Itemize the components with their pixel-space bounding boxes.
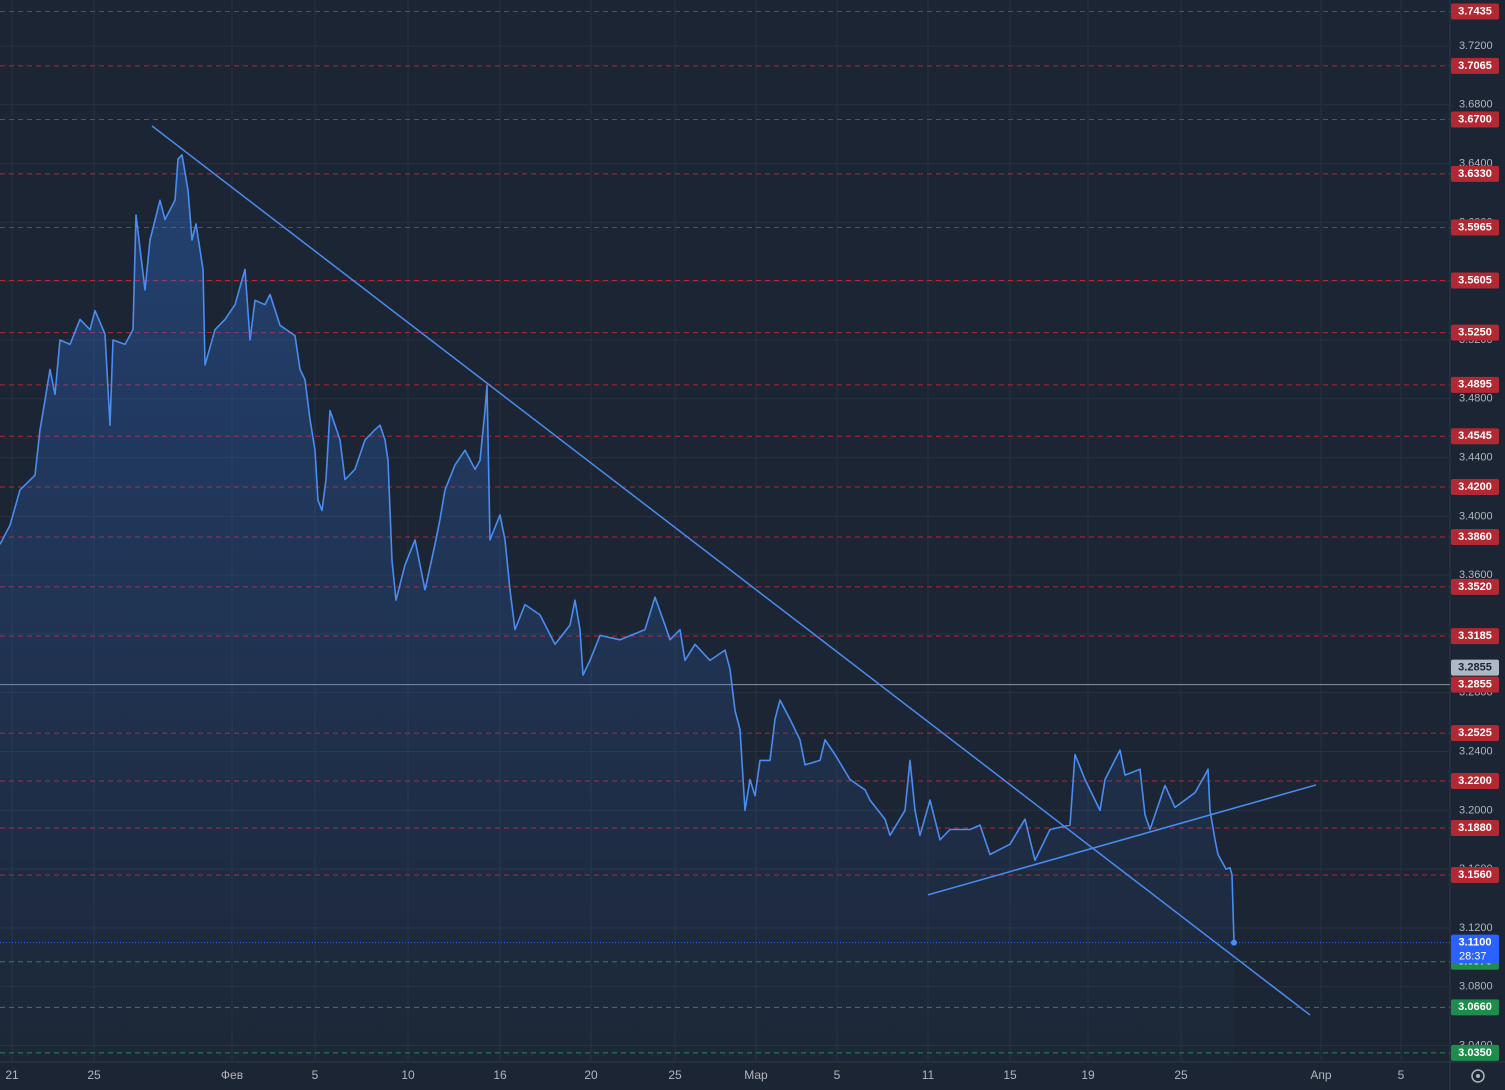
x-tick-label: 20 bbox=[584, 1068, 598, 1082]
level-label: 3.3860 bbox=[1458, 531, 1492, 543]
x-tick-label: Фев bbox=[221, 1068, 243, 1082]
x-tick-label: 25 bbox=[87, 1068, 101, 1082]
data bbox=[0, 125, 1317, 1063]
y-tick-label: 3.2400 bbox=[1459, 745, 1493, 757]
level-tag bbox=[1451, 772, 1499, 789]
x-tick-label: 25 bbox=[668, 1068, 682, 1082]
level-label: 3.5605 bbox=[1458, 274, 1492, 286]
area bbox=[0, 154, 1234, 1063]
y-tick-label: 3.4800 bbox=[1459, 393, 1493, 405]
x-tick-label: 11 bbox=[922, 1068, 935, 1082]
level-label: 3.5965 bbox=[1458, 221, 1492, 233]
level-label: 3.3520 bbox=[1458, 581, 1492, 593]
gear-inner bbox=[1476, 1074, 1480, 1078]
x-tick-label: 21 bbox=[5, 1068, 19, 1082]
x-tick-label: 10 bbox=[401, 1068, 415, 1082]
level-tag bbox=[1451, 3, 1499, 20]
current-price-tag bbox=[1451, 934, 1499, 964]
level-tag bbox=[1451, 111, 1499, 128]
countdown: 28:37 bbox=[1459, 951, 1487, 963]
marker-tag bbox=[1451, 659, 1499, 676]
y-tick-label: 3.0800 bbox=[1459, 981, 1493, 993]
current-price-label: 3.1100 bbox=[1458, 937, 1491, 949]
level-label: 3.4545 bbox=[1458, 430, 1492, 442]
y-tick-label: 3.3600 bbox=[1459, 569, 1493, 581]
y-tick-label: 3.2000 bbox=[1459, 804, 1493, 816]
x-tick-label: 5 bbox=[1398, 1068, 1405, 1082]
level-tag bbox=[1451, 819, 1499, 836]
level-label: 3.2525 bbox=[1458, 727, 1492, 739]
level-tag bbox=[1451, 999, 1499, 1016]
x-tick-label: 19 bbox=[1081, 1068, 1095, 1082]
level-label: 3.0660 bbox=[1458, 1001, 1492, 1013]
y-tick-label: 3.7200 bbox=[1459, 40, 1493, 52]
level-tag bbox=[1451, 428, 1499, 445]
level-label: 3.6330 bbox=[1458, 168, 1492, 180]
level-label: 3.4200 bbox=[1458, 481, 1492, 493]
level-tag bbox=[1451, 219, 1499, 236]
gear-outer bbox=[1471, 1069, 1485, 1083]
level-label: 3.5250 bbox=[1458, 327, 1492, 339]
y-tick-label: 3.4400 bbox=[1459, 451, 1493, 463]
level-tag bbox=[1451, 578, 1499, 595]
x-tick-label: 15 bbox=[1003, 1068, 1017, 1082]
x-tick-label: 16 bbox=[493, 1068, 507, 1082]
x-tick-label: 5 bbox=[312, 1068, 319, 1082]
x-tick-label: Апр bbox=[1310, 1068, 1332, 1082]
x-tick-label: 5 bbox=[834, 1068, 841, 1082]
level-label: 3.0350 bbox=[1458, 1047, 1492, 1059]
y-tick-label: 3.6800 bbox=[1459, 99, 1493, 111]
level-tag bbox=[1451, 628, 1499, 645]
level-tag bbox=[1451, 376, 1499, 393]
trendline bbox=[927, 784, 1317, 896]
level-tag bbox=[1451, 1044, 1499, 1061]
level-tag bbox=[1451, 867, 1499, 884]
level-tag bbox=[1451, 676, 1499, 693]
y-tick-label: 3.4000 bbox=[1459, 510, 1493, 522]
level-label: 3.2200 bbox=[1458, 775, 1492, 787]
level-label: 3.4895 bbox=[1458, 379, 1492, 391]
level-tag bbox=[1451, 272, 1499, 289]
level-label: 3.7065 bbox=[1458, 60, 1492, 72]
level-tag bbox=[1451, 324, 1499, 341]
level-tag bbox=[1451, 478, 1499, 495]
level-label: 3.2855 bbox=[1458, 679, 1492, 691]
level-tag bbox=[1451, 165, 1499, 182]
settings-icon[interactable] bbox=[1471, 1069, 1485, 1083]
tags: 3.7435 3.7065 3.6700 3.6330 3.5965 3.5605 3.52… bbox=[1451, 3, 1499, 1061]
last-point bbox=[1231, 939, 1237, 946]
level-tag bbox=[1451, 725, 1499, 742]
trendline bbox=[151, 125, 1311, 1016]
y-tick-label: 3.1200 bbox=[1459, 922, 1493, 934]
level-label: 3.7435 bbox=[1458, 5, 1492, 17]
level-label: 3.6700 bbox=[1458, 113, 1492, 125]
price-line bbox=[0, 154, 1235, 943]
level-label: 3.3185 bbox=[1458, 630, 1492, 642]
marker-label: 3.2855 bbox=[1458, 662, 1492, 674]
level-tag bbox=[1451, 57, 1499, 74]
x-tick-label: Мар bbox=[744, 1068, 768, 1082]
level-tag bbox=[1451, 528, 1499, 545]
level-label: 3.1880 bbox=[1458, 822, 1492, 834]
x-tick-label: 25 bbox=[1174, 1068, 1188, 1082]
level-label: 3.1560 bbox=[1458, 869, 1492, 881]
